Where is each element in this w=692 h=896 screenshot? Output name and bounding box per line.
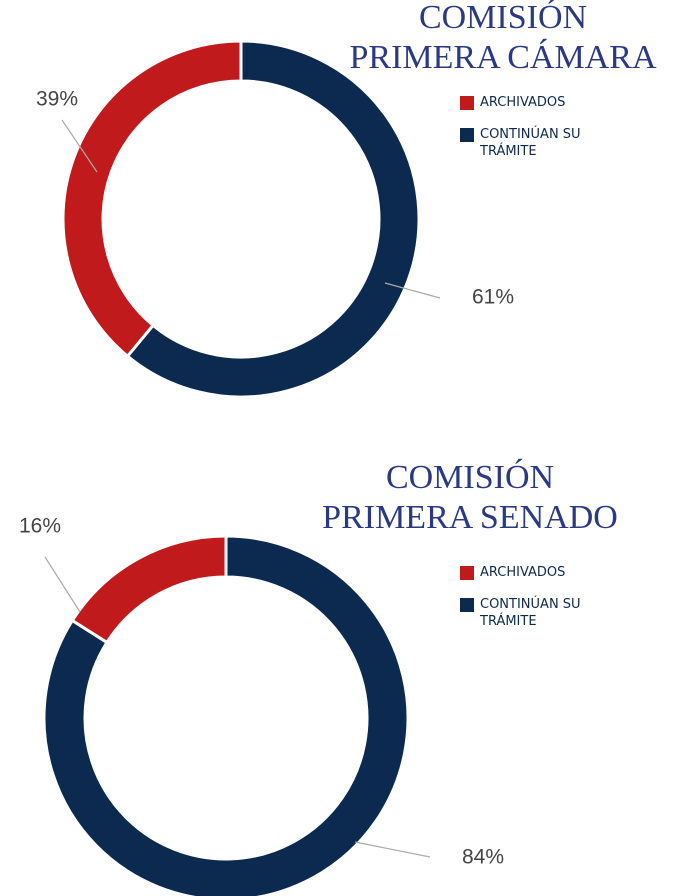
legend-label: CONTINÚAN SU TRÁMITE — [480, 597, 581, 629]
legend-swatch — [460, 598, 474, 612]
chart-title: COMISIÓN — [419, 0, 587, 36]
chart-title: COMISIÓN — [386, 458, 554, 496]
data-label: 61% — [472, 286, 514, 309]
data-label: 84% — [462, 846, 504, 869]
legend-label: CONTINÚAN SU TRÁMITE — [480, 127, 581, 159]
leader-line — [44, 556, 81, 613]
legend-label: ARCHIVADOS — [480, 95, 566, 110]
legend-swatch — [460, 96, 474, 110]
legend-label: ARCHIVADOS — [480, 565, 566, 580]
legend-swatch — [460, 128, 474, 142]
chart-title: PRIMERA SENADO — [322, 499, 618, 536]
data-label: 39% — [36, 88, 78, 111]
leader-line — [61, 119, 98, 173]
data-label: 16% — [19, 515, 61, 538]
chart-title: PRIMERA CÁMARA — [349, 39, 656, 76]
donut-slice — [125, 39, 421, 399]
donut-slice — [70, 534, 228, 645]
leader-line — [384, 282, 441, 299]
donut-slice — [42, 534, 410, 896]
legend-swatch — [460, 566, 474, 580]
leader-line — [354, 841, 431, 858]
donut-slice — [61, 39, 243, 359]
